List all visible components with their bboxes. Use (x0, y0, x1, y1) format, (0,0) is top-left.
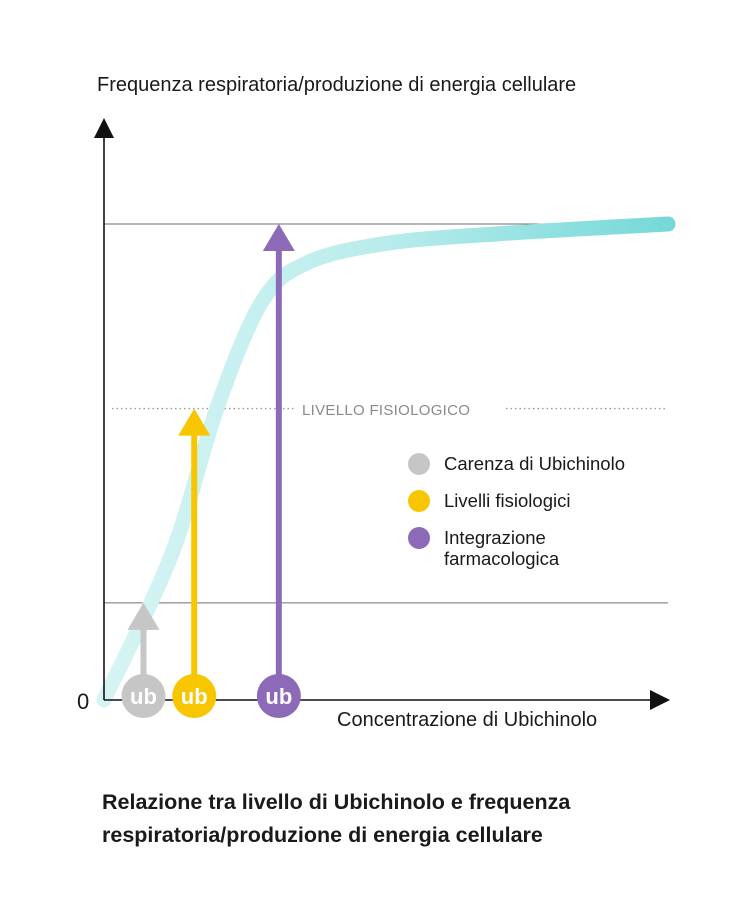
x-axis-arrow-icon (650, 690, 670, 710)
ub-badge-icon (172, 674, 217, 718)
arrow-head-icon (262, 224, 295, 251)
arrow-head-icon (178, 408, 211, 436)
origin-label: 0 (77, 689, 90, 714)
legend-label: Carenza di Ubichinolo (444, 453, 625, 474)
marker-arrow-0: ub (121, 602, 166, 718)
legend-dot-yellow (408, 490, 430, 512)
x-axis-label: Concentrazione di Ubichinolo (337, 709, 598, 731)
arrow-head-icon (127, 602, 160, 630)
legend-label: Integrazione farmacologica (444, 527, 560, 569)
caption-line: respiratoria/produzione di energia cellu… (102, 823, 543, 847)
legend-label: Livelli fisiologici (444, 490, 571, 511)
ub-badge-text: ub (265, 684, 292, 709)
ub-badge-text: ub (130, 684, 157, 709)
ub-badge-icon (256, 674, 301, 718)
physiological-level-label: LIVELLO FISIOLOGICO (302, 402, 471, 419)
ub-badge-icon (121, 674, 166, 718)
legend-dot-purple (408, 527, 430, 549)
chart-caption: Relazione tra livello di Ubichinolo e fr… (102, 786, 702, 852)
y-axis-arrow-icon (94, 118, 114, 138)
marker-arrow-2: ub (256, 224, 301, 718)
y-axis-label: Frequenza respiratoria/produzione di ene… (97, 74, 577, 96)
legend: Carenza di Ubichinolo Livelli fisiologic… (408, 453, 694, 584)
legend-item-deficiency: Carenza di Ubichinolo (408, 453, 694, 475)
marker-arrow-1: ub (172, 408, 217, 718)
legend-item-physiological: Livelli fisiologici (408, 490, 694, 512)
ub-badge-text: ub (181, 684, 208, 709)
legend-item-supplementation: Integrazione farmacologica (408, 527, 694, 569)
caption-line: Relazione tra livello di Ubichinolo e fr… (102, 790, 571, 814)
legend-dot-gray (408, 453, 430, 475)
